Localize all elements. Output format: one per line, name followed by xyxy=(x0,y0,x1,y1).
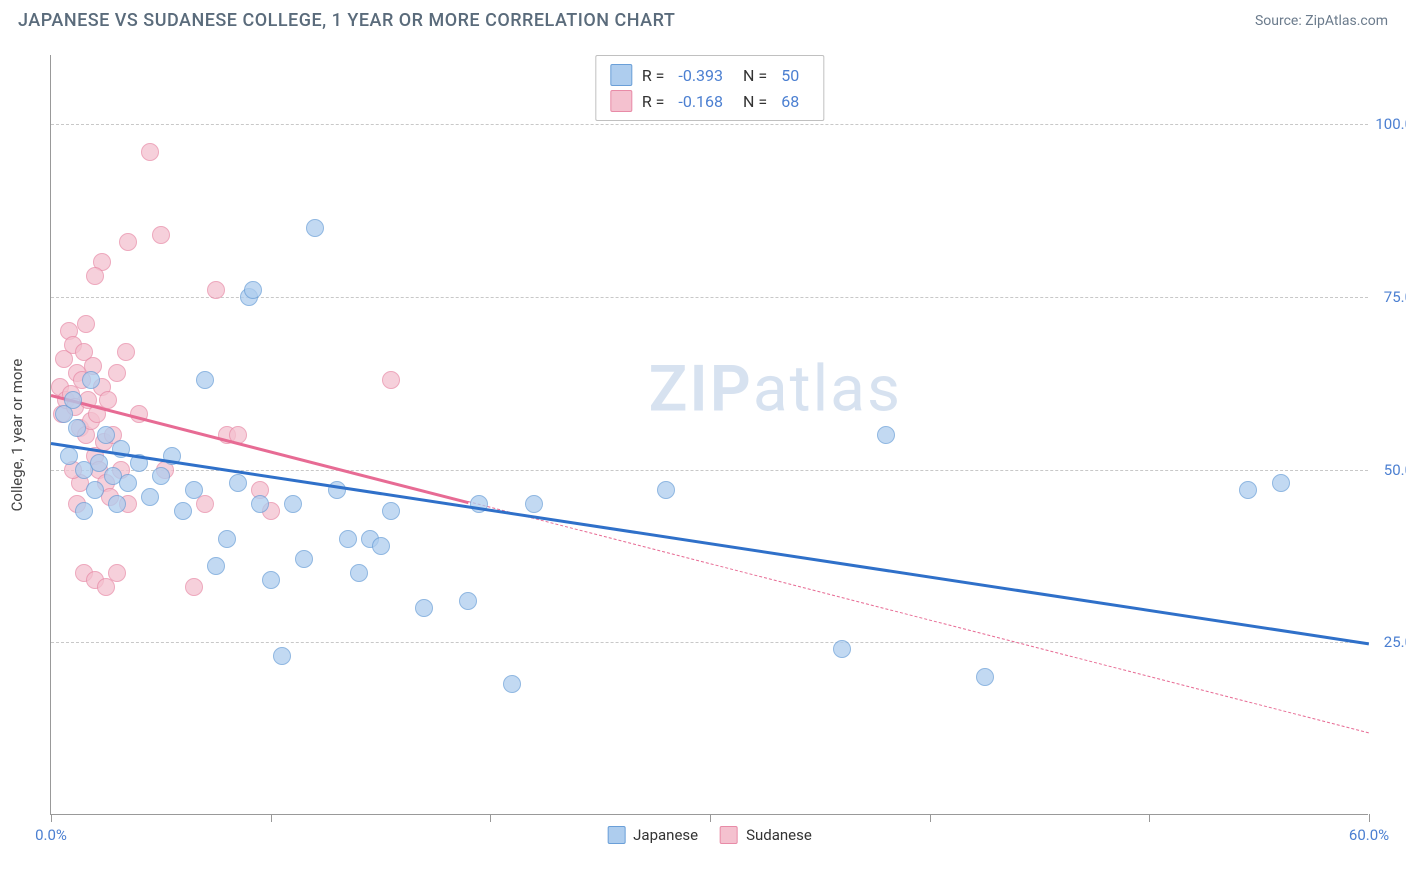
gridline xyxy=(51,124,1368,125)
data-point xyxy=(185,578,203,596)
data-point xyxy=(295,550,313,568)
data-point xyxy=(415,599,433,617)
data-point xyxy=(97,426,115,444)
data-point xyxy=(244,281,262,299)
data-point xyxy=(1239,481,1257,499)
legend-r-label: R = xyxy=(642,92,665,111)
x-tick xyxy=(51,814,52,822)
data-point xyxy=(141,488,159,506)
series-legend: Japanese Sudanese xyxy=(607,826,812,844)
legend-n-value: 68 xyxy=(781,92,799,111)
trend-line xyxy=(468,501,1369,733)
data-point xyxy=(119,474,137,492)
y-tick-label: 50.0% xyxy=(1384,461,1406,479)
legend-n-label: N = xyxy=(743,66,767,85)
data-point xyxy=(877,426,895,444)
legend-swatch-icon xyxy=(607,826,625,844)
data-point xyxy=(350,564,368,582)
data-point xyxy=(207,281,225,299)
source-label: Source: ZipAtlas.com xyxy=(1255,13,1388,29)
series-legend-label: Sudanese xyxy=(746,826,812,844)
data-point xyxy=(833,640,851,658)
data-point xyxy=(218,530,236,548)
x-tick xyxy=(1369,814,1370,822)
data-point xyxy=(339,530,357,548)
data-point xyxy=(976,668,994,686)
trend-line xyxy=(51,442,1369,645)
data-point xyxy=(657,481,675,499)
x-tick xyxy=(271,814,272,822)
data-point xyxy=(119,233,137,251)
stats-legend-row: R = -0.393 N = 50 xyxy=(610,62,809,88)
data-point xyxy=(525,495,543,513)
series-legend-item: Sudanese xyxy=(720,826,812,844)
y-tick-label: 100.0% xyxy=(1375,115,1406,133)
data-point xyxy=(382,502,400,520)
x-tick-label: 60.0% xyxy=(1349,826,1389,844)
x-tick xyxy=(490,814,491,822)
y-tick-label: 75.0% xyxy=(1384,288,1406,306)
stats-legend: R = -0.393 N = 50 R = -0.168 N = 68 xyxy=(595,55,824,121)
legend-swatch-icon xyxy=(720,826,738,844)
data-point xyxy=(372,537,390,555)
data-point xyxy=(77,315,95,333)
data-point xyxy=(196,371,214,389)
gridline xyxy=(51,642,1368,643)
data-point xyxy=(64,391,82,409)
series-legend-item: Japanese xyxy=(607,826,698,844)
data-point xyxy=(459,592,477,610)
y-axis-label: College, 1 year or more xyxy=(8,358,26,511)
legend-r-label: R = xyxy=(642,66,665,85)
stats-legend-row: R = -0.168 N = 68 xyxy=(610,88,809,114)
data-point xyxy=(262,571,280,589)
chart-title: JAPANESE VS SUDANESE COLLEGE, 1 YEAR OR … xyxy=(18,10,675,31)
data-point xyxy=(1272,474,1290,492)
data-point xyxy=(152,226,170,244)
data-point xyxy=(207,557,225,575)
data-point xyxy=(251,495,269,513)
y-tick-label: 25.0% xyxy=(1384,633,1406,651)
data-point xyxy=(382,371,400,389)
series-legend-label: Japanese xyxy=(633,826,698,844)
chart-plot-area: College, 1 year or more ZIPatlas R =-0.3… xyxy=(50,55,1368,815)
data-point xyxy=(284,495,302,513)
watermark: ZIPatlas xyxy=(649,351,902,426)
gridline xyxy=(51,470,1368,471)
legend-r-value: -0.168 xyxy=(678,92,723,111)
x-tick xyxy=(930,814,931,822)
data-point xyxy=(141,143,159,161)
x-tick-label: 0.0% xyxy=(35,826,67,844)
data-point xyxy=(75,502,93,520)
data-point xyxy=(117,343,135,361)
data-point xyxy=(68,419,86,437)
data-point xyxy=(273,647,291,665)
data-point xyxy=(503,675,521,693)
legend-n-value: 50 xyxy=(781,66,799,85)
data-point xyxy=(229,474,247,492)
data-point xyxy=(86,481,104,499)
legend-swatch-icon xyxy=(610,64,632,86)
data-point xyxy=(185,481,203,499)
data-point xyxy=(108,564,126,582)
legend-r-value: -0.393 xyxy=(678,66,723,85)
data-point xyxy=(86,267,104,285)
data-point xyxy=(306,219,324,237)
legend-swatch-icon xyxy=(610,90,632,112)
x-tick xyxy=(710,814,711,822)
data-point xyxy=(108,364,126,382)
data-point xyxy=(174,502,192,520)
legend-n-label: N = xyxy=(743,92,767,111)
x-tick xyxy=(1149,814,1150,822)
data-point xyxy=(108,495,126,513)
data-point xyxy=(60,447,78,465)
data-point xyxy=(152,467,170,485)
data-point xyxy=(82,371,100,389)
